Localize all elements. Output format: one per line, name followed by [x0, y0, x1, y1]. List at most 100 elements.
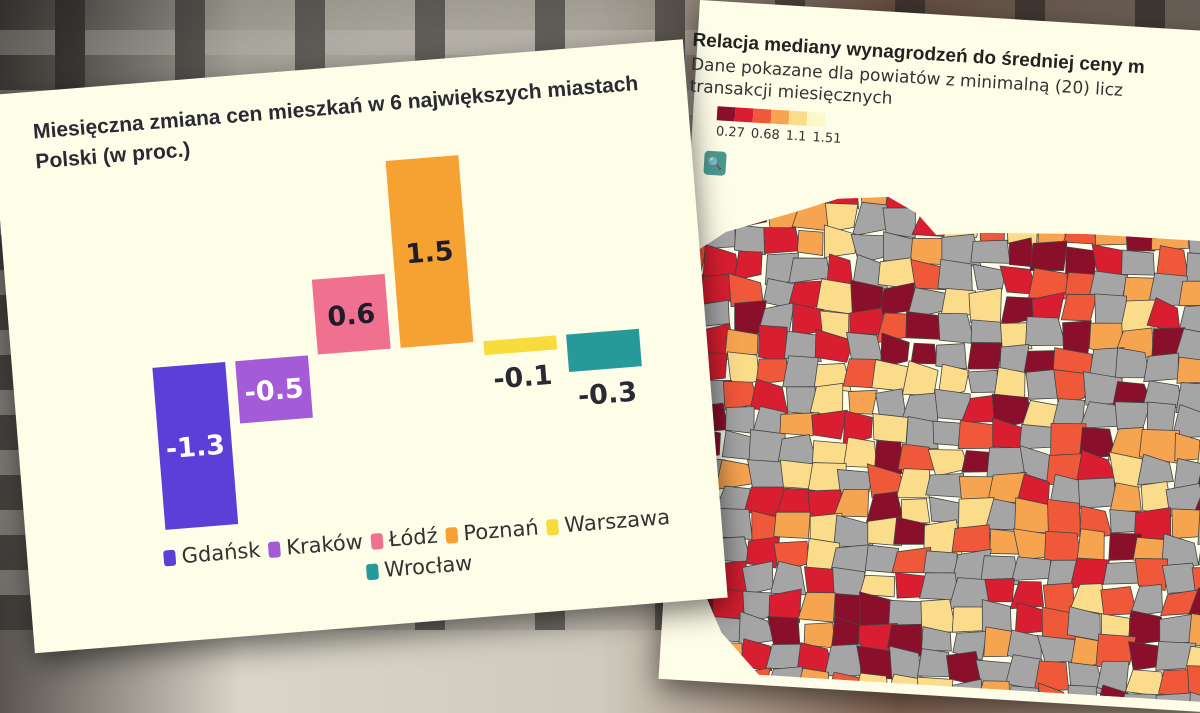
powiat-region[interactable] — [1093, 293, 1128, 327]
powiat-region[interactable] — [983, 577, 1015, 604]
powiat-region[interactable] — [951, 523, 992, 555]
powiat-region[interactable] — [866, 515, 903, 547]
powiat-region[interactable] — [1143, 351, 1180, 384]
powiat-region[interactable] — [796, 229, 824, 256]
powiat-region[interactable] — [1174, 432, 1200, 463]
powiat-region[interactable] — [1177, 302, 1200, 337]
powiat-region[interactable] — [824, 202, 859, 233]
powiat-region[interactable] — [1185, 252, 1200, 286]
powiat-region[interactable] — [1176, 356, 1200, 385]
powiat-region[interactable] — [1188, 587, 1200, 620]
powiat-region[interactable] — [901, 360, 939, 397]
powiat-region[interactable] — [1011, 556, 1051, 583]
powiat-region[interactable] — [659, 639, 682, 664]
powiat-region[interactable] — [673, 660, 713, 697]
powiat-region[interactable] — [1060, 292, 1098, 322]
powiat-region[interactable] — [765, 642, 803, 670]
powiat-region[interactable] — [966, 369, 998, 395]
powiat-region[interactable] — [957, 420, 999, 451]
powiat-region[interactable] — [768, 587, 802, 624]
powiat-region[interactable] — [814, 328, 854, 363]
powiat-region[interactable] — [911, 213, 952, 238]
powiat-region[interactable] — [1175, 382, 1200, 414]
powiat-region[interactable] — [874, 440, 904, 475]
powiat-region[interactable] — [880, 332, 910, 369]
powiat-region[interactable] — [1009, 685, 1040, 703]
powiat-region[interactable] — [1066, 684, 1099, 703]
powiat-region[interactable] — [1029, 239, 1068, 273]
bar-poznań[interactable] — [385, 155, 474, 348]
powiat-region[interactable] — [1194, 483, 1200, 517]
powiat-region[interactable] — [943, 182, 981, 216]
powiat-region[interactable] — [1173, 457, 1200, 492]
legend-item[interactable]: Kraków — [267, 527, 364, 564]
powiat-region[interactable] — [1178, 279, 1200, 308]
powiat-region[interactable] — [803, 621, 837, 649]
powiat-region[interactable] — [659, 659, 681, 689]
bar-warszawa[interactable] — [483, 335, 558, 356]
powiat-region[interactable] — [1152, 197, 1187, 231]
powiat-region[interactable] — [871, 413, 909, 444]
powiat-region[interactable] — [881, 206, 917, 239]
powiat-region[interactable] — [1123, 191, 1163, 225]
powiat-region[interactable] — [967, 341, 1003, 371]
bar-kraków[interactable] — [235, 355, 313, 424]
powiat-region[interactable] — [970, 238, 1011, 265]
bar-wrocław[interactable] — [566, 328, 642, 372]
powiat-region[interactable] — [773, 510, 811, 539]
powiat-region[interactable] — [1066, 193, 1096, 219]
powiat-region[interactable] — [1171, 404, 1200, 440]
powiat-region[interactable] — [1094, 222, 1131, 247]
bar-gdańsk[interactable] — [152, 361, 239, 530]
powiat-region[interactable] — [779, 410, 820, 437]
legend-item[interactable]: Poznań — [444, 512, 539, 549]
powiat-region[interactable] — [782, 355, 819, 390]
powiat-region[interactable] — [822, 224, 856, 259]
powiat-region[interactable] — [1173, 328, 1200, 363]
powiat-region[interactable] — [999, 321, 1033, 350]
powiat-region[interactable] — [923, 550, 959, 575]
powiat-region[interactable] — [937, 258, 974, 293]
powiat-region[interactable] — [682, 607, 717, 642]
powiat-region[interactable] — [1061, 319, 1092, 354]
powiat-region[interactable] — [704, 170, 743, 203]
powiat-region[interactable] — [783, 330, 823, 363]
powiat-region[interactable] — [1133, 557, 1169, 592]
powiat-region[interactable] — [706, 192, 741, 228]
bar-łódź[interactable] — [311, 273, 391, 355]
powiat-region[interactable] — [843, 436, 879, 469]
powiat-region[interactable] — [1062, 217, 1097, 245]
powiat-region[interactable] — [910, 342, 938, 365]
powiat-region[interactable] — [738, 194, 768, 228]
powiat-region[interactable] — [1025, 316, 1067, 348]
powiat-region[interactable] — [937, 363, 970, 400]
powiat-region[interactable] — [909, 258, 947, 291]
powiat-region[interactable] — [972, 185, 1011, 221]
powiat-region[interactable] — [1095, 191, 1133, 221]
powiat-region[interactable] — [1161, 533, 1200, 570]
powiat-region[interactable] — [1032, 194, 1067, 216]
powiat-region[interactable] — [674, 632, 714, 671]
powiat-region[interactable] — [1003, 184, 1043, 221]
powiat-region[interactable] — [766, 615, 802, 649]
powiat-region[interactable] — [762, 226, 802, 256]
powiat-region[interactable] — [1109, 482, 1143, 514]
powiat-region[interactable] — [1009, 580, 1045, 611]
powiat-region[interactable] — [725, 405, 756, 434]
powiat-region[interactable] — [915, 676, 954, 703]
powiat-region[interactable] — [810, 408, 848, 440]
powiat-region[interactable] — [765, 174, 801, 204]
powiat-region[interactable] — [659, 607, 686, 644]
powiat-region[interactable] — [915, 185, 955, 216]
powiat-region[interactable] — [935, 342, 968, 370]
powiat-region[interactable] — [797, 591, 836, 623]
powiat-region[interactable] — [1137, 453, 1175, 487]
powiat-region[interactable] — [971, 263, 1007, 291]
powiat-region[interactable] — [900, 497, 931, 525]
powiat-region[interactable] — [1170, 508, 1200, 540]
powiat-region[interactable] — [847, 388, 878, 415]
powiat-region[interactable] — [702, 662, 742, 699]
powiat-region[interactable] — [733, 170, 776, 207]
legend-item[interactable]: Gdańsk — [163, 535, 262, 573]
powiat-region[interactable] — [1185, 194, 1200, 230]
